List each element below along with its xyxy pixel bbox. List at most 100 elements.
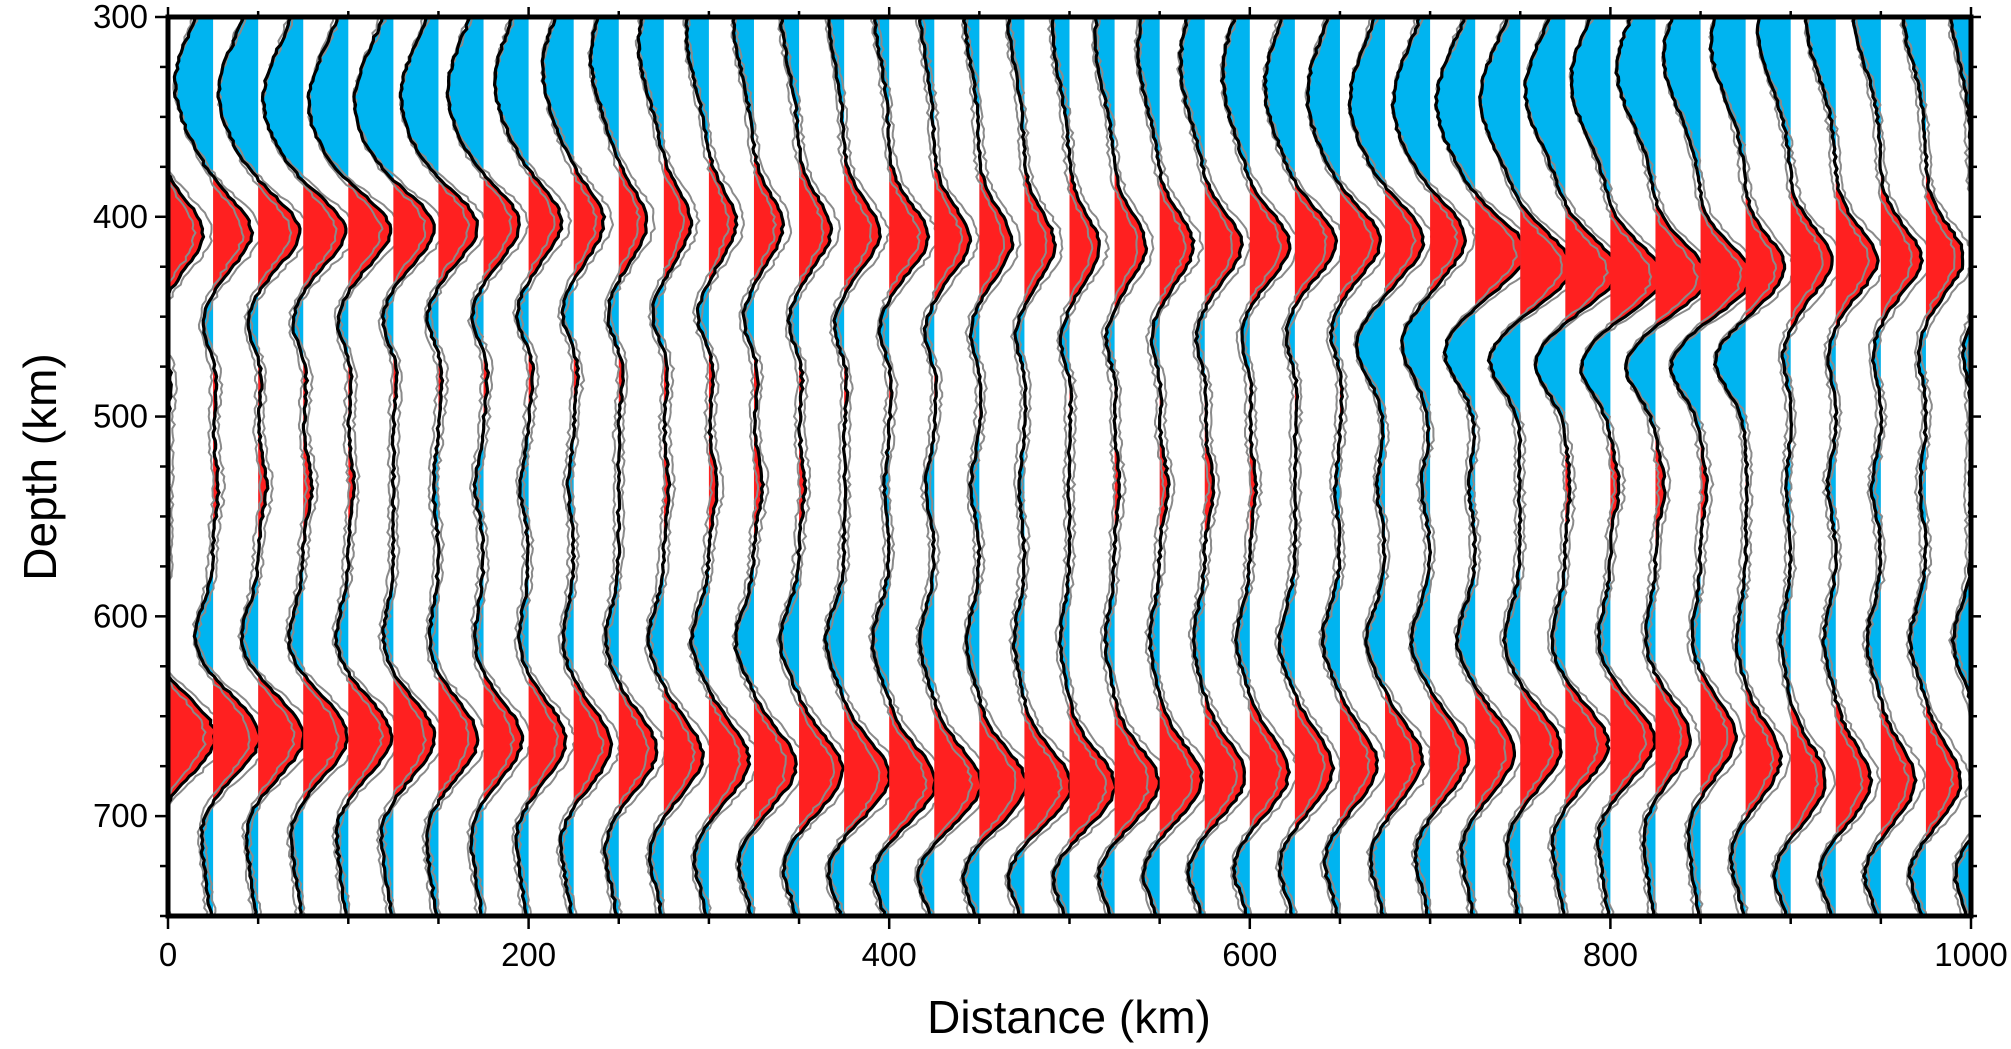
positive-fill bbox=[663, 17, 703, 916]
positive-fill bbox=[1565, 17, 1617, 916]
mean-trace bbox=[684, 17, 752, 916]
positive-fill bbox=[1790, 17, 1832, 916]
mean-trace bbox=[961, 17, 1029, 916]
mean-trace bbox=[1614, 17, 1709, 916]
bound-trace bbox=[445, 17, 533, 916]
bound-trace bbox=[1347, 17, 1417, 916]
mean-trace bbox=[1050, 17, 1118, 916]
mean-trace bbox=[1093, 17, 1162, 916]
trace-75km bbox=[260, 17, 360, 916]
mean-trace bbox=[1433, 17, 1529, 916]
negative-fill bbox=[1758, 17, 1791, 916]
bound-trace bbox=[1899, 17, 1956, 916]
positive-fill bbox=[979, 17, 1027, 916]
mean-trace bbox=[1523, 17, 1619, 916]
trace-125km bbox=[352, 17, 446, 916]
positive-fill bbox=[753, 17, 796, 916]
mean-trace bbox=[916, 17, 984, 916]
y-tick-label: 300 bbox=[93, 0, 148, 35]
mean-trace bbox=[1708, 17, 1787, 916]
x-tick-label: 0 bbox=[159, 936, 177, 973]
bound-trace bbox=[1478, 17, 1585, 916]
positive-fill bbox=[528, 17, 566, 916]
negative-fill bbox=[686, 17, 709, 916]
trace-625km bbox=[1261, 17, 1348, 916]
x-tick-label: 600 bbox=[1222, 936, 1277, 973]
bound-trace bbox=[1478, 17, 1563, 916]
positive-fill bbox=[168, 17, 215, 916]
trace-700km bbox=[1390, 17, 1479, 916]
bound-trace bbox=[634, 17, 696, 916]
bound-trace bbox=[1614, 17, 1699, 916]
positive-fill bbox=[1385, 17, 1424, 916]
negative-fill bbox=[1663, 17, 1701, 916]
bound-trace bbox=[1947, 17, 1971, 916]
x-axis-title: Distance (km) bbox=[927, 991, 1211, 1043]
bound-trace bbox=[1523, 17, 1609, 916]
mean-trace bbox=[216, 17, 306, 916]
negative-fill bbox=[219, 17, 259, 916]
bound-trace bbox=[1806, 17, 1890, 916]
mean-trace bbox=[1755, 17, 1834, 916]
bound-trace bbox=[867, 17, 928, 916]
negative-fill bbox=[1307, 17, 1340, 916]
bound-trace bbox=[1304, 17, 1374, 916]
mean-trace bbox=[168, 172, 217, 807]
y-tick-label: 500 bbox=[93, 398, 148, 435]
positive-fill bbox=[889, 17, 936, 916]
bound-trace bbox=[1176, 17, 1238, 916]
bound-trace bbox=[541, 17, 621, 916]
mean-trace bbox=[778, 17, 846, 916]
bound-trace bbox=[1349, 17, 1435, 916]
y-tick-label: 600 bbox=[93, 597, 148, 634]
mean-trace bbox=[731, 17, 798, 916]
x-tick-label: 200 bbox=[501, 936, 556, 973]
negative-fill bbox=[1222, 17, 1250, 916]
bound-trace bbox=[1661, 17, 1766, 916]
negative-fill bbox=[308, 17, 349, 916]
bound-trace bbox=[1433, 17, 1538, 916]
trace-975km bbox=[1899, 17, 1971, 916]
negative-fill bbox=[263, 17, 304, 916]
mean-trace bbox=[1262, 17, 1339, 916]
trace-325km bbox=[730, 17, 807, 916]
positive-fill bbox=[1655, 17, 1707, 916]
y-tick-label: 400 bbox=[93, 198, 148, 235]
bound-trace bbox=[260, 17, 360, 916]
negative-fill bbox=[1137, 17, 1160, 916]
positive-fill bbox=[618, 17, 657, 916]
positive-fill bbox=[1700, 17, 1752, 916]
bound-trace bbox=[775, 17, 836, 916]
bound-trace bbox=[445, 17, 515, 916]
negative-fill bbox=[1571, 17, 1611, 916]
bound-trace bbox=[398, 17, 489, 916]
positive-fill bbox=[1204, 17, 1246, 916]
bound-trace bbox=[540, 17, 605, 916]
mean-trace bbox=[1135, 17, 1204, 916]
positive-fill bbox=[213, 17, 260, 916]
bound-trace bbox=[1004, 17, 1063, 916]
trace-50km bbox=[216, 17, 316, 916]
mean-trace bbox=[1305, 17, 1382, 916]
bound-trace bbox=[959, 17, 1017, 916]
trace-750km bbox=[1478, 17, 1585, 916]
trace-175km bbox=[445, 17, 533, 916]
trace-800km bbox=[1568, 17, 1673, 916]
positive-fill bbox=[1880, 17, 1922, 916]
positive-fill bbox=[1835, 17, 1878, 916]
positive-fill bbox=[438, 17, 478, 916]
bound-trace bbox=[352, 17, 446, 916]
mean-trace bbox=[398, 17, 480, 916]
trace-150km bbox=[398, 17, 489, 916]
bound-trace bbox=[1708, 17, 1796, 916]
bound-trace bbox=[399, 17, 471, 916]
positive-fill bbox=[1745, 17, 1785, 916]
negative-fill bbox=[448, 17, 484, 916]
positive-fill bbox=[1159, 17, 1202, 916]
trace-275km bbox=[634, 17, 714, 916]
mean-trace bbox=[540, 17, 614, 916]
bound-trace bbox=[637, 17, 714, 916]
bound-trace bbox=[1261, 17, 1328, 916]
mean-trace bbox=[1569, 17, 1665, 916]
negative-fill bbox=[590, 17, 619, 916]
